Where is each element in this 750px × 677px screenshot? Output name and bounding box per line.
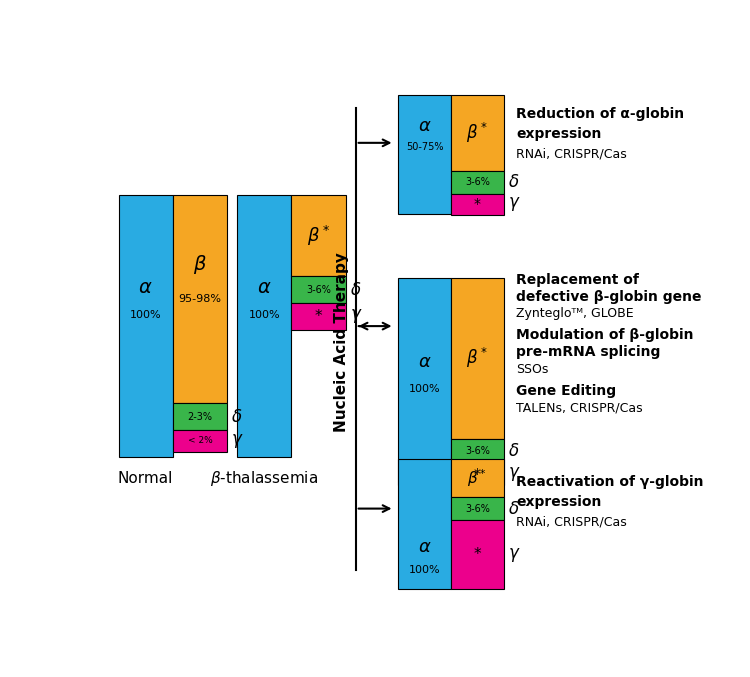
Text: $\gamma$: $\gamma$	[508, 196, 520, 213]
Text: $\beta$: $\beta$	[193, 253, 207, 276]
Text: $\gamma$: $\gamma$	[508, 546, 520, 564]
Text: TALENs, CRISPR/Cas: TALENs, CRISPR/Cas	[516, 401, 643, 414]
Text: $\alpha$: $\alpha$	[257, 278, 272, 297]
Text: $\alpha$: $\alpha$	[139, 278, 153, 297]
Text: $\alpha$: $\alpha$	[418, 117, 431, 135]
Bar	[237, 195, 291, 457]
Text: $\beta^*$: $\beta^*$	[466, 347, 488, 370]
Text: $\delta$: $\delta$	[231, 408, 242, 426]
Text: Normal: Normal	[118, 471, 173, 486]
Bar	[451, 278, 504, 439]
Text: *: *	[474, 467, 481, 481]
Text: $\beta^*$: $\beta^*$	[466, 121, 488, 145]
Text: 50-75%: 50-75%	[406, 142, 443, 152]
Bar	[172, 403, 227, 430]
Text: $\delta$: $\delta$	[350, 280, 361, 299]
Text: $\gamma$: $\gamma$	[231, 432, 244, 450]
Text: pre-mRNA splicing: pre-mRNA splicing	[516, 345, 661, 359]
Text: Modulation of β-globin: Modulation of β-globin	[516, 328, 694, 343]
Text: < 2%: < 2%	[188, 437, 212, 445]
Text: 2-3%: 2-3%	[188, 412, 212, 422]
Bar	[291, 303, 346, 330]
Text: Nucleic Acid Therapy: Nucleic Acid Therapy	[334, 252, 350, 432]
Bar	[451, 95, 504, 171]
Bar	[451, 497, 504, 520]
Text: defective β-globin gene: defective β-globin gene	[516, 290, 702, 304]
Text: $\gamma$: $\gamma$	[350, 307, 362, 326]
Text: 3-6%: 3-6%	[465, 177, 490, 187]
Text: RNAi, CRISPR/Cas: RNAi, CRISPR/Cas	[516, 147, 627, 160]
Text: Reduction of α-globin: Reduction of α-globin	[516, 106, 684, 121]
Text: $\delta$: $\delta$	[508, 442, 519, 460]
Text: $\beta^*$: $\beta^*$	[307, 223, 330, 248]
Text: $\delta$: $\delta$	[508, 173, 519, 191]
Text: $\delta$: $\delta$	[508, 500, 519, 518]
Bar	[451, 520, 504, 590]
Bar	[172, 195, 227, 403]
Bar	[451, 462, 504, 485]
Text: $\gamma$: $\gamma$	[508, 465, 520, 483]
Bar	[291, 276, 346, 303]
Text: 100%: 100%	[409, 565, 440, 575]
Text: $\beta$-thalassemia: $\beta$-thalassemia	[210, 469, 318, 488]
Text: 100%: 100%	[130, 309, 161, 320]
Text: $\alpha$: $\alpha$	[418, 538, 431, 556]
Text: 3-6%: 3-6%	[465, 504, 490, 514]
Text: Replacement of: Replacement of	[516, 273, 639, 287]
Bar	[118, 195, 172, 457]
Text: 3-6%: 3-6%	[306, 284, 331, 294]
Text: *: *	[473, 547, 482, 563]
Text: $\beta^*$: $\beta^*$	[467, 467, 488, 489]
Text: SSOs: SSOs	[516, 363, 548, 376]
Text: 100%: 100%	[409, 385, 440, 394]
Text: 100%: 100%	[248, 309, 280, 320]
Text: Reactivation of γ-globin: Reactivation of γ-globin	[516, 475, 704, 489]
Bar	[451, 439, 504, 462]
Text: *: *	[315, 309, 322, 324]
Text: $\alpha$: $\alpha$	[418, 353, 431, 371]
Text: *: *	[474, 198, 481, 211]
Text: 95-98%: 95-98%	[178, 294, 221, 304]
Text: expression: expression	[516, 127, 602, 141]
Bar	[451, 194, 504, 215]
Bar	[451, 171, 504, 194]
Bar	[172, 430, 227, 452]
Bar	[398, 278, 451, 485]
Bar	[398, 458, 451, 590]
Text: Zyntegloᵀᴹ, GLOBE: Zyntegloᵀᴹ, GLOBE	[516, 307, 634, 320]
Bar	[398, 95, 451, 215]
Text: Gene Editing: Gene Editing	[516, 384, 616, 398]
Text: expression: expression	[516, 495, 602, 508]
Text: 3-6%: 3-6%	[465, 446, 490, 456]
Bar	[451, 458, 504, 497]
Text: RNAi, CRISPR/Cas: RNAi, CRISPR/Cas	[516, 515, 627, 528]
Bar	[291, 195, 346, 276]
